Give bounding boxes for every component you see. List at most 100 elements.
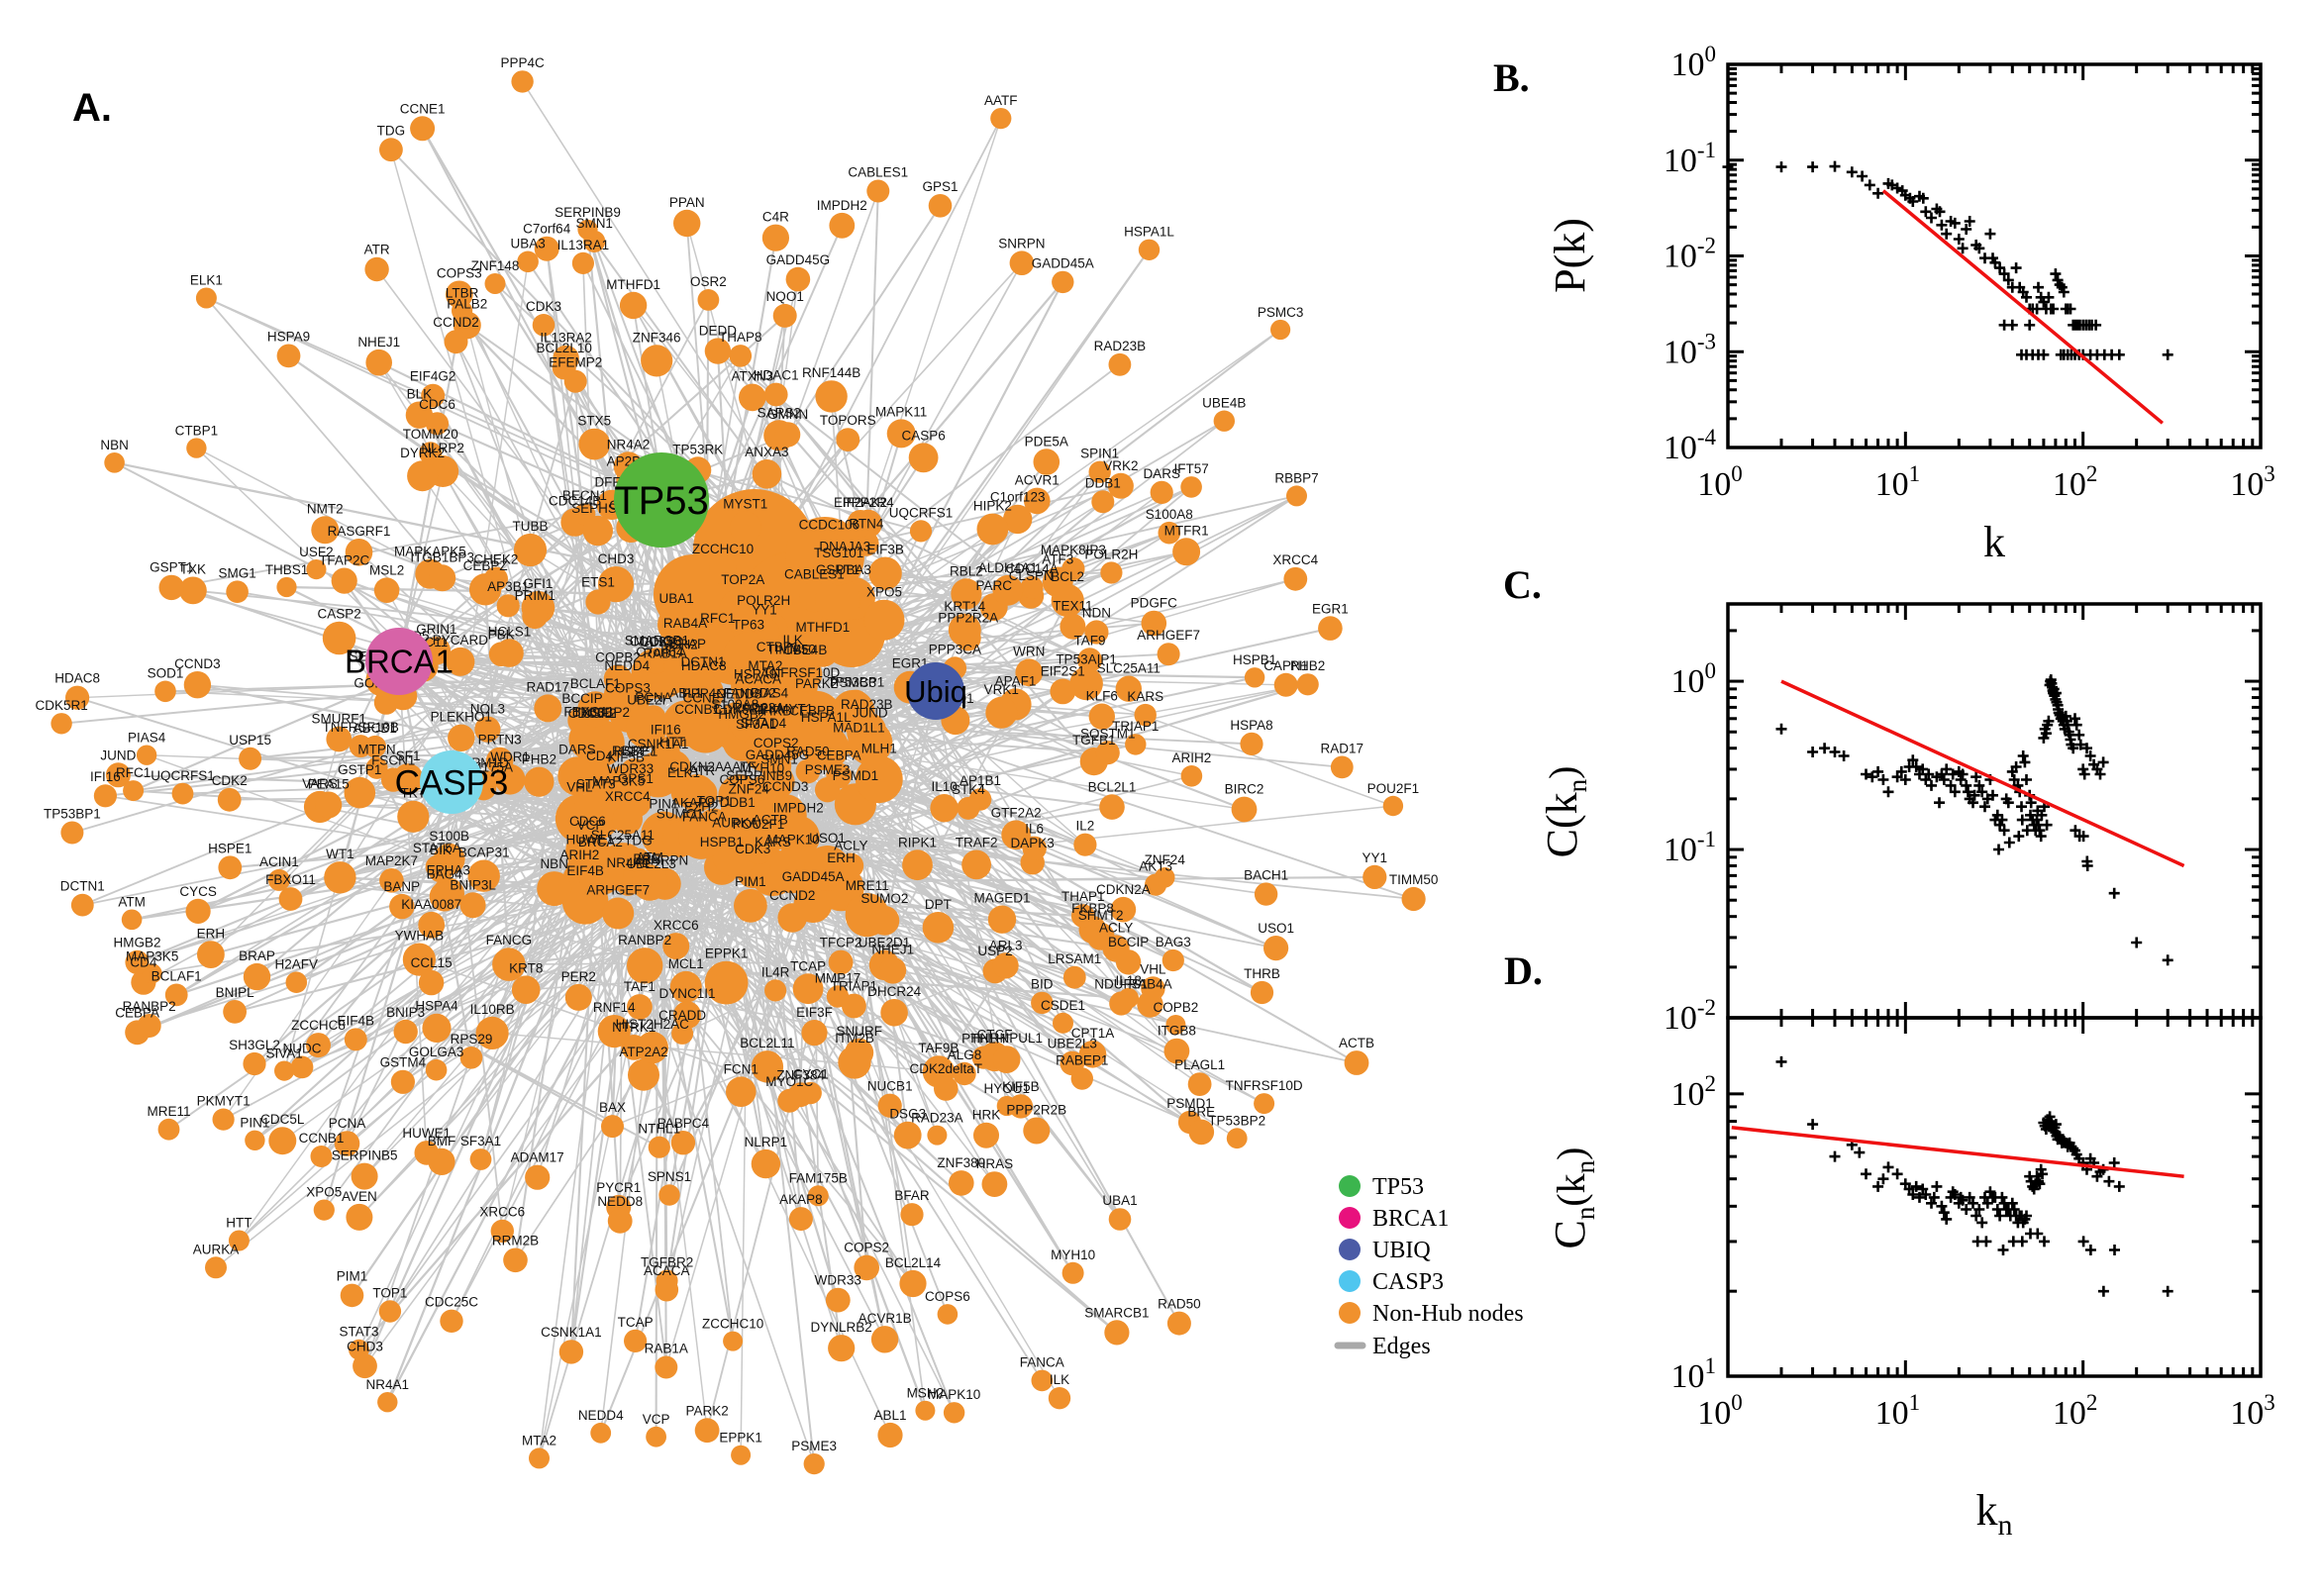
network-node [1231, 796, 1258, 823]
network-node [1150, 480, 1173, 504]
network-node [243, 962, 271, 991]
gene-label: SERPINB9 [726, 768, 792, 783]
network-node [788, 657, 823, 692]
gene-label: CCNE1 [400, 101, 446, 116]
gene-label: SPNS1 [648, 1169, 691, 1184]
network-node [742, 831, 775, 864]
network-node [673, 209, 701, 238]
gene-label: COPS3 [605, 681, 651, 696]
y-axis-label: P(k) [1546, 218, 1594, 293]
gene-label: CEBPA [115, 1005, 159, 1020]
network-node [826, 985, 850, 1008]
hub-label-casp3: CASP3 [395, 763, 509, 802]
network-node [1157, 643, 1180, 666]
gene-label: CDC6 [569, 814, 606, 829]
gene-label: MAPKAPK5 [394, 545, 466, 559]
gene-label: GFI1 [523, 576, 553, 591]
gene-label: VCP [643, 1412, 670, 1427]
network-node [863, 599, 905, 641]
network-node [1023, 1117, 1051, 1145]
gene-label: BNIP3 [386, 1005, 425, 1020]
network-node [961, 849, 991, 880]
gene-label: YWHAB [395, 929, 445, 944]
network-node [636, 1031, 668, 1064]
gene-label: POLR2H [1084, 547, 1138, 561]
network-edge [867, 523, 937, 692]
gene-label: PPP2R4 [843, 495, 894, 510]
network-edge [390, 149, 550, 709]
gene-label: EGR1 [1312, 601, 1349, 616]
network-node [1254, 1093, 1275, 1115]
network-node [1330, 755, 1354, 779]
gene-label: THBS1 [265, 562, 309, 577]
network-node [195, 287, 217, 309]
y-tick-label: 102 [1671, 1071, 1717, 1113]
gene-label: UBA3 [510, 236, 545, 250]
gene-label: PPP3CA [929, 642, 981, 656]
network-node [663, 651, 695, 683]
gene-label: KIAA0087 [401, 897, 461, 912]
network-node [1296, 673, 1319, 696]
gene-label: POU2F1 [733, 817, 785, 832]
x-tick-label: 103 [2230, 1390, 2275, 1432]
gene-label: PPP4C [682, 686, 727, 701]
gene-label: HTT [226, 1216, 252, 1231]
network-node [583, 230, 606, 252]
gene-label: UBA1 [1102, 1193, 1137, 1208]
network-node [164, 983, 188, 1007]
gene-label: SMARCB1 [625, 633, 689, 648]
gene-label: POLR2H [737, 593, 790, 608]
network-node [1344, 1050, 1369, 1075]
scatter-points [1775, 674, 2173, 966]
network-node [306, 559, 327, 580]
network-node [641, 345, 673, 377]
gene-label: PARC [975, 578, 1012, 593]
network-edge [363, 946, 677, 1367]
gene-label: HSPB1 [700, 835, 744, 849]
gene-label: PCNA [635, 690, 672, 705]
gene-label: TP53BP2 [1208, 1113, 1265, 1128]
gene-label: KARS [755, 835, 791, 849]
gene-label: HSPE1 [208, 841, 252, 855]
network-node [655, 1355, 678, 1379]
network-node [729, 511, 761, 544]
gene-label: SF3A1 [736, 717, 776, 732]
network-node [525, 1164, 551, 1190]
gene-label: RBL2 [950, 563, 983, 578]
gene-label: JUND [853, 706, 888, 721]
network-node [485, 747, 514, 775]
gene-label: TP63 [733, 617, 764, 632]
gene-label: FANCD2 [724, 686, 776, 701]
gene-label: AVEN [342, 1189, 377, 1204]
gene-label: MSH2 [660, 638, 698, 652]
gene-label: VRK2 [1103, 458, 1138, 473]
gene-label: BCL2L11 [740, 1036, 794, 1050]
network-node [792, 973, 824, 1005]
network-node [425, 1058, 448, 1081]
network-node [418, 911, 446, 939]
gene-label: UQCRFS1 [889, 505, 954, 520]
network-node [807, 1185, 829, 1207]
gene-label: IL10 [931, 779, 957, 794]
gene-label: HSPA8 [1230, 718, 1272, 733]
network-node [915, 1400, 936, 1421]
panel-c-plot: 100 10-1 10-2 C(kn) [1538, 602, 2263, 1037]
legend-label-edges: Edges [1372, 1334, 1431, 1359]
network-node [1088, 703, 1116, 730]
gene-label: CABLES1 [848, 165, 908, 180]
gene-label: ATR [364, 243, 390, 257]
gene-label: ACTB [753, 812, 788, 827]
gene-label: PSMC3 [1258, 305, 1304, 320]
network-node [171, 782, 194, 805]
gene-label: CCNE1 [683, 690, 729, 705]
gene-label: CDC25C [630, 634, 683, 648]
network-node [578, 428, 611, 460]
gene-label: GPS1 [618, 771, 654, 786]
gene-label: TOPORS [820, 413, 876, 428]
y-axis-label: C(kn) [1538, 766, 1592, 858]
network-node [1050, 678, 1076, 705]
network-node [1158, 521, 1181, 545]
gene-label: VHL [566, 779, 593, 794]
gene-label: XRCC6 [654, 918, 699, 933]
